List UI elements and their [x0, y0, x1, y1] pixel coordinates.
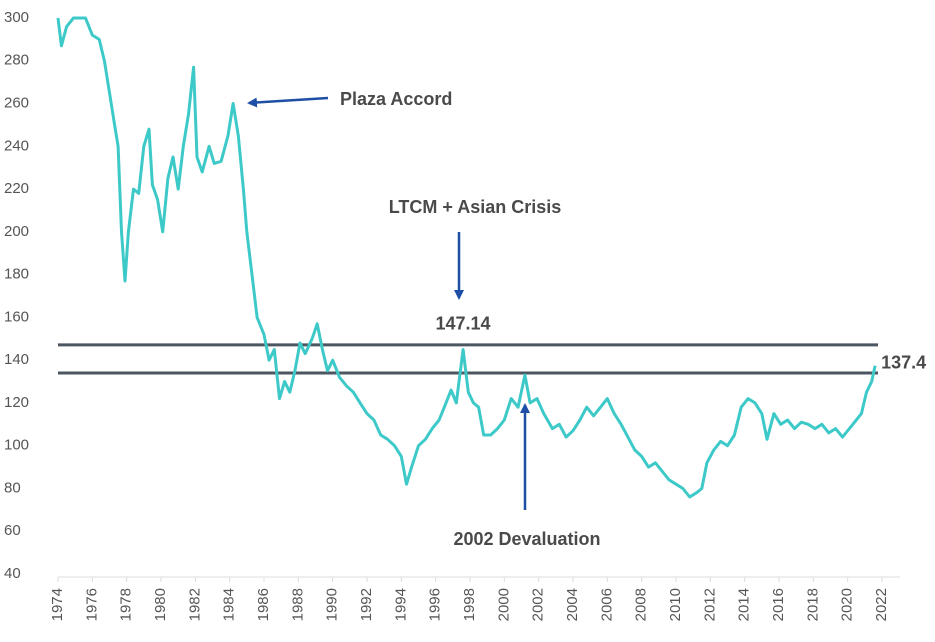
x-tick-label: 2016 [770, 588, 787, 621]
y-tick-label: 80 [4, 479, 21, 496]
arrow [247, 96, 329, 108]
y-tick-label: 40 [4, 565, 21, 582]
x-tick-label: 2020 [839, 588, 856, 621]
annotation: LTCM + Asian Crisis [389, 197, 562, 217]
reference-label: 147.14 [435, 314, 490, 334]
x-tick-label: 2000 [495, 588, 512, 621]
x-tick-label: 1988 [289, 588, 306, 621]
x-tick-label: 1978 [118, 588, 135, 621]
x-tick-label: 1996 [427, 588, 444, 621]
y-tick-label: 140 [4, 351, 29, 368]
x-tick-label: 1974 [49, 588, 66, 621]
x-tick-label: 2022 [873, 588, 890, 621]
x-tick-label: 2010 [667, 588, 684, 621]
x-tick-label: 1976 [83, 588, 100, 621]
y-tick-label: 280 [4, 52, 29, 69]
y-tick-label: 100 [4, 437, 29, 454]
end-label: 137.4 [881, 352, 926, 372]
y-tick-label: 60 [4, 522, 21, 539]
y-tick-label: 160 [4, 308, 29, 325]
x-tick-label: 1984 [221, 588, 238, 621]
x-tick-label: 1982 [186, 588, 203, 621]
line [56, 16, 877, 499]
x-tick-label: 1980 [152, 588, 169, 621]
x-tick-label: 2014 [736, 588, 753, 621]
y-tick-label: 240 [4, 137, 29, 154]
x-tick-label: 2004 [564, 588, 581, 621]
x-tick-label: 2006 [598, 588, 615, 621]
y-tick-label: 300 [4, 9, 29, 26]
x-tick-label: 2002 [530, 588, 547, 621]
x-tick-label: 2008 [633, 588, 650, 621]
x-tick-label: 1992 [358, 588, 375, 621]
x-tick-label: 2018 [804, 588, 821, 621]
x-tick-label: 1998 [461, 588, 478, 621]
y-tick-label: 200 [4, 223, 29, 240]
y-tick-label: 120 [4, 394, 29, 411]
x-tick-label: 1990 [324, 588, 341, 621]
annotation: Plaza Accord [340, 89, 452, 109]
x-tick-label: 2012 [701, 588, 718, 621]
y-tick-label: 220 [4, 180, 29, 197]
annotation: 2002 Devaluation [453, 529, 600, 549]
x-tick-label: 1986 [255, 588, 272, 621]
y-tick-label: 180 [4, 266, 29, 283]
y-tick-label: 260 [4, 95, 29, 112]
x-tick-label: 1994 [392, 588, 409, 621]
